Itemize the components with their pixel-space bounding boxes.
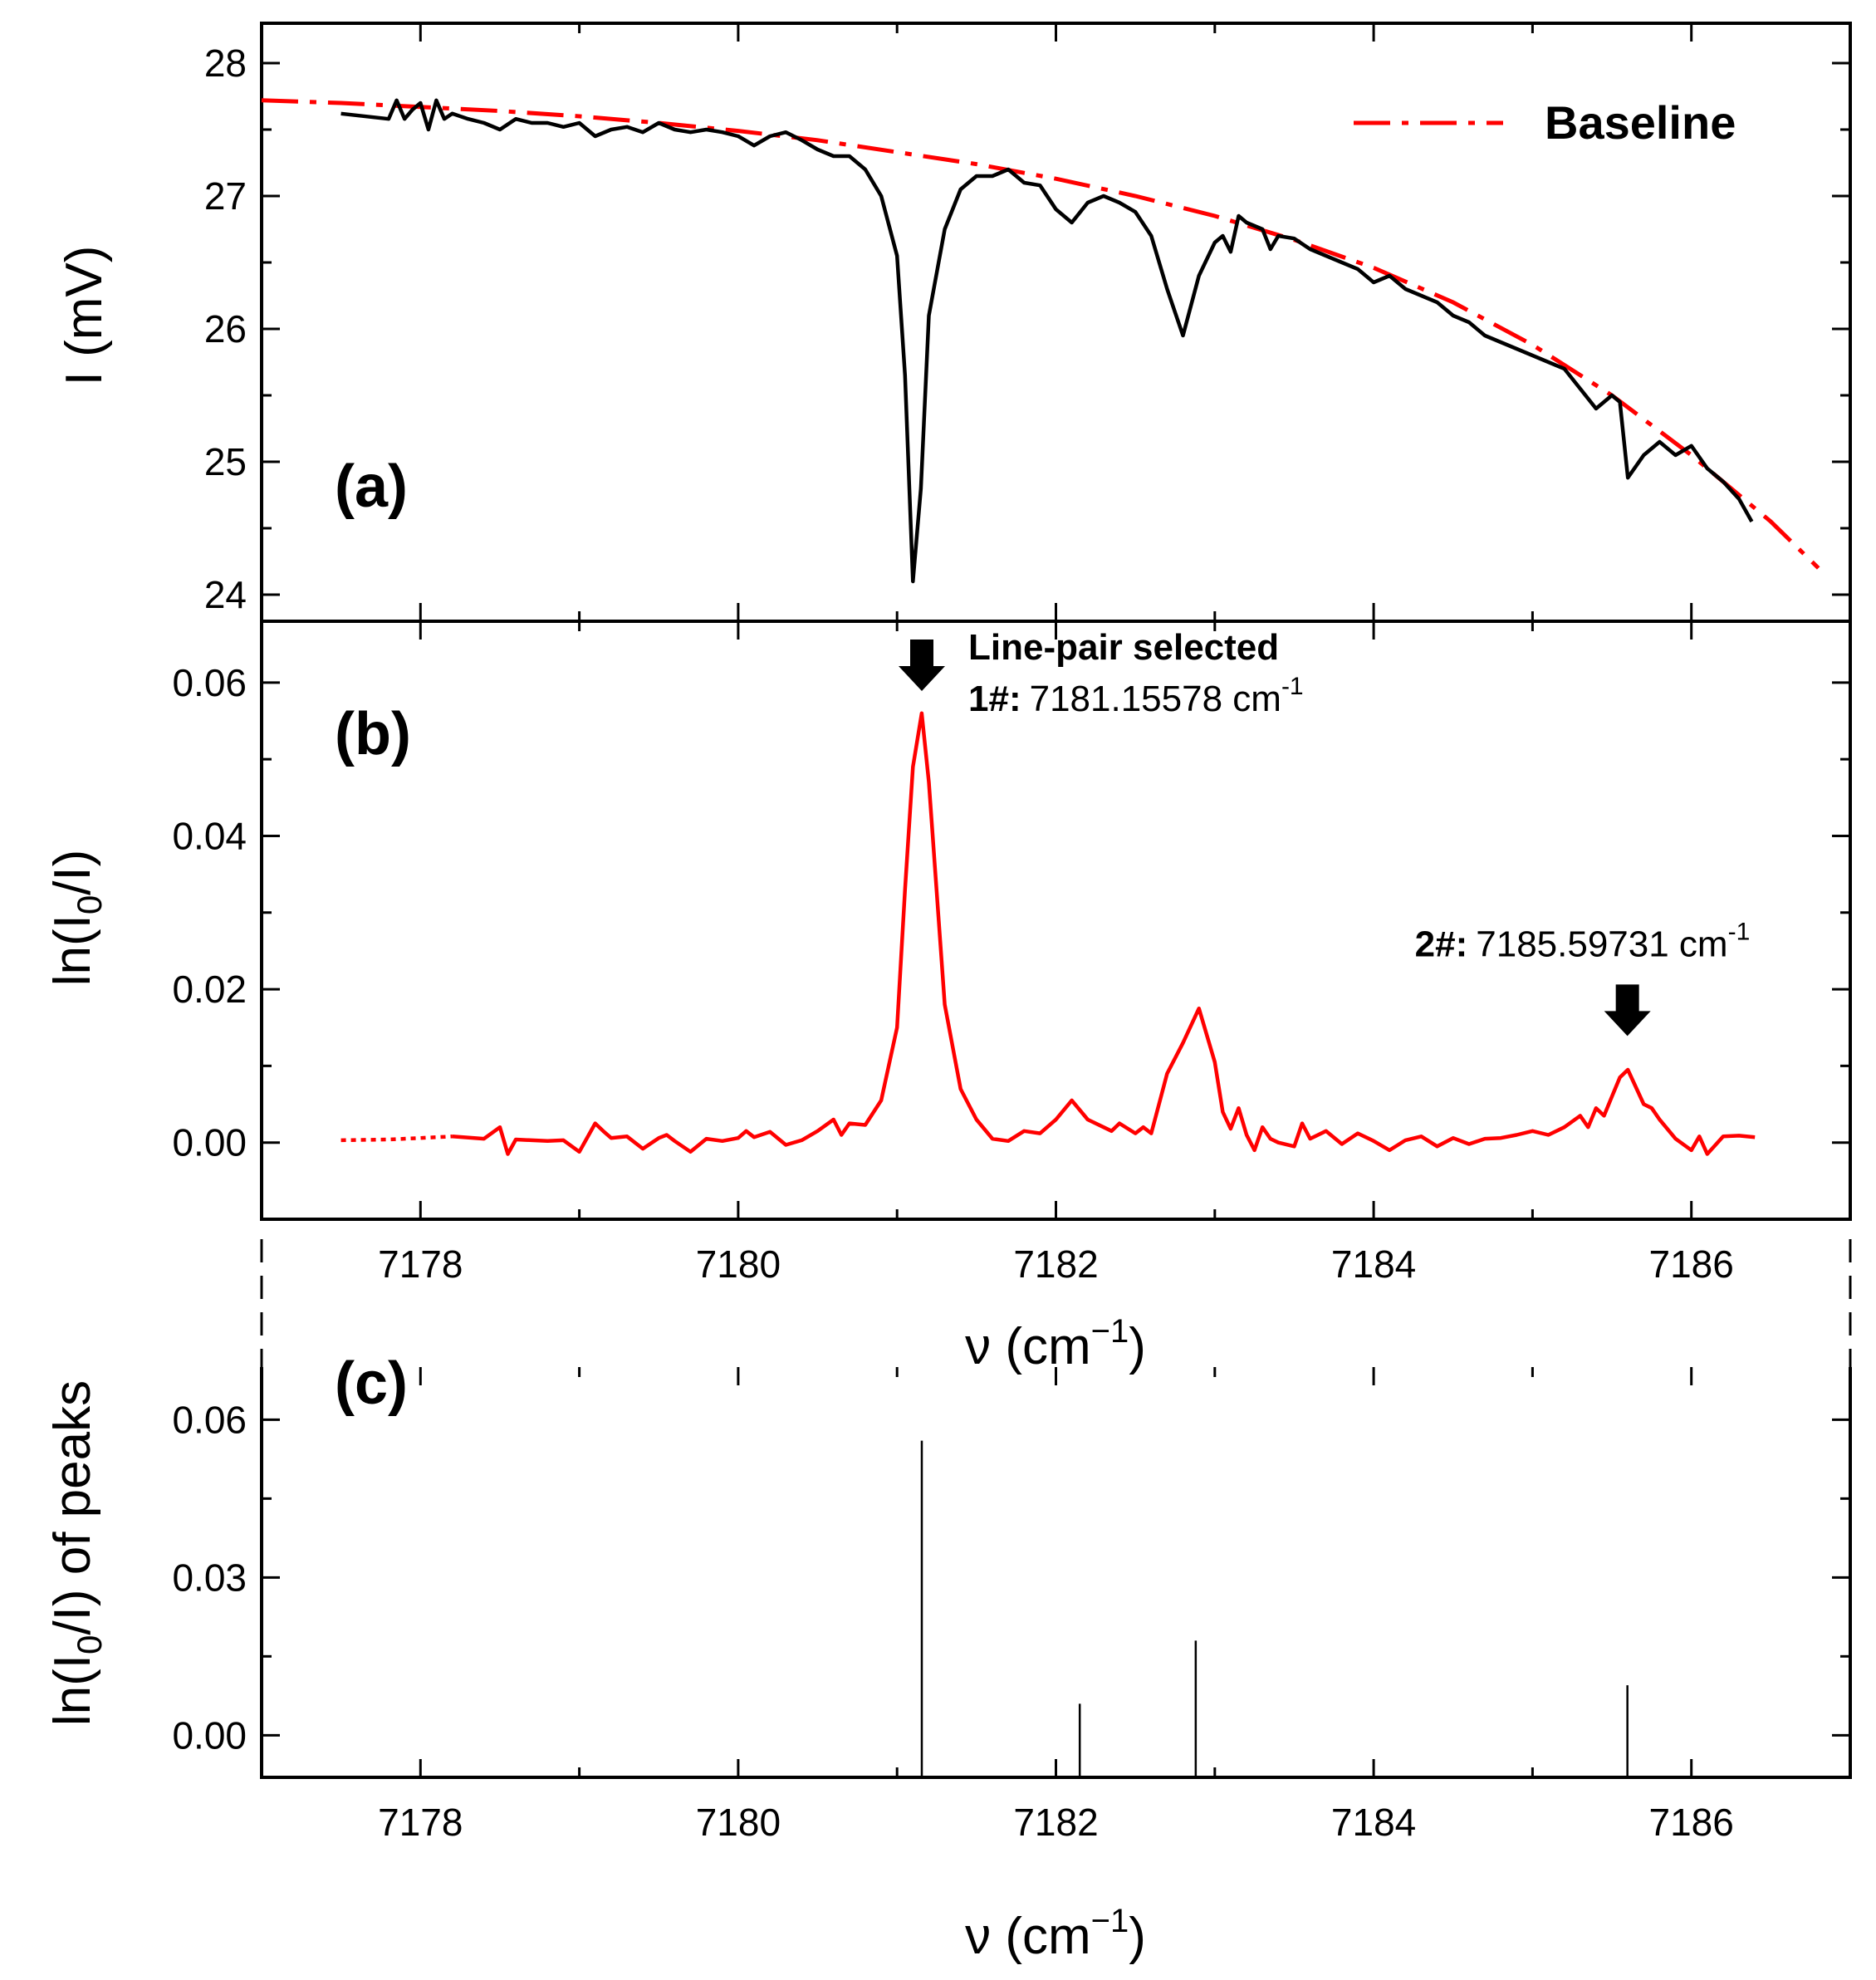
panel-b-xlabel-close: ) — [1129, 1318, 1146, 1375]
panel-c-ylabel-post: /I) of peaks — [44, 1380, 101, 1635]
panel-c-xticks: 7178 7180 7182 7184 7186 — [260, 1367, 1852, 1844]
ytick-label: 0.06 — [172, 661, 247, 704]
panel-a: 24 25 26 27 28 (a) I (mV) Baseline — [56, 22, 1852, 623]
panel-a-yticks: 24 25 26 27 28 — [204, 42, 1850, 616]
annotation-1-value: 7181.15578 cm — [1030, 679, 1281, 719]
panel-b-yticks: 0.00 0.02 0.04 0.06 — [172, 661, 1850, 1164]
panel-c-ylabel-pre: ln(I — [44, 1654, 101, 1726]
ytick-label: 0.00 — [172, 1121, 247, 1164]
panel-b-ylabel-pre: ln(I — [44, 914, 101, 986]
panel-c-xlabel: ν (cm−1) — [965, 1903, 1146, 1965]
baseline-curve — [261, 98, 1820, 570]
panel-c-ylabel-sub: 0 — [70, 1635, 109, 1654]
panel-b-xticks: 7178 7180 7182 7184 7186 — [260, 621, 1852, 1286]
panel-c-frame — [260, 1367, 1852, 1779]
ytick-label: 0.02 — [172, 968, 247, 1011]
xtick-label: 7178 — [378, 1801, 463, 1844]
panel-c-label: (c) — [335, 1350, 408, 1417]
annotation-2-sup: -1 — [1728, 918, 1751, 945]
panel-c: 0.00 0.03 0.06 7178 7180 7182 7184 7186 (c) ln… — [44, 1350, 1852, 1965]
panel-b-xlabel-main: ν (cm — [965, 1318, 1091, 1375]
extrapolated-curve — [340, 1135, 453, 1143]
arrow-down-icon — [1604, 984, 1651, 1037]
panel-b-ylabel-sub: 0 — [70, 895, 109, 914]
panel-b-ylabel: ln(I0/I) — [44, 850, 109, 987]
panel-b-label: (b) — [335, 701, 411, 767]
panel-c-bars — [920, 1440, 1629, 1777]
panel-b-ylabel-post: /I) — [44, 850, 101, 895]
xtick-label: 7180 — [696, 1801, 781, 1844]
absorbance-curve — [452, 711, 1756, 1156]
ytick-label: 27 — [204, 174, 247, 218]
xtick-label: 7184 — [1331, 1801, 1416, 1844]
panel-c-xlabel-main: ν (cm — [965, 1908, 1091, 1965]
xtick-label: 7182 — [1013, 1242, 1098, 1286]
panel-c-ylabel: ln(I0/I) of peaks — [44, 1380, 109, 1726]
panel-b: 0.00 0.02 0.04 0.06 7178 7180 7182 7184 7186 (b… — [44, 620, 1852, 1375]
legend-baseline-label: Baseline — [1545, 96, 1736, 149]
panel-a-ylabel: I (mV) — [56, 246, 113, 386]
ytick-label: 0.00 — [172, 1713, 247, 1757]
panel-c-xlabel-close: ) — [1129, 1908, 1146, 1965]
panel-b-xlabel-sup: −1 — [1091, 1313, 1129, 1350]
annotation-1-label: 1#: — [968, 679, 1021, 719]
xtick-label: 7180 — [696, 1242, 781, 1286]
panel-b-xlabel: ν (cm−1) — [965, 1313, 1146, 1375]
annotation-1-sup: -1 — [1281, 673, 1304, 700]
ytick-label: 0.03 — [172, 1556, 247, 1599]
xtick-label: 7182 — [1013, 1801, 1098, 1844]
annotation-2-text: 2#: 7185.59731 cm-1 — [1415, 918, 1751, 964]
ytick-label: 28 — [204, 42, 247, 85]
panel-c-xlabel-sup: −1 — [1091, 1903, 1129, 1939]
annotation-line-2: 2#: 7185.59731 cm-1 — [1415, 918, 1751, 1037]
xtick-label: 7186 — [1649, 1801, 1734, 1844]
arrow-down-icon — [899, 640, 946, 691]
xtick-label: 7186 — [1649, 1242, 1734, 1286]
panel-a-label: (a) — [335, 453, 408, 520]
signal-curve — [340, 98, 1754, 584]
annotation-line-1: Line-pair selected 1#: 7181.15578 cm-1 — [899, 627, 1304, 719]
ytick-label: 26 — [204, 307, 247, 350]
ytick-label: 24 — [204, 573, 247, 616]
ytick-label: 25 — [204, 440, 247, 483]
xtick-label: 7178 — [378, 1242, 463, 1286]
ytick-label: 0.06 — [172, 1398, 247, 1441]
panel-c-yticks: 0.00 0.03 0.06 — [172, 1398, 1850, 1757]
annotation-1-title: Line-pair selected — [968, 627, 1279, 668]
ytick-label: 0.04 — [172, 814, 247, 857]
xtick-label: 7184 — [1331, 1242, 1416, 1286]
annotation-2-value: 7185.59731 cm — [1476, 924, 1727, 964]
annotation-2-label: 2#: — [1415, 924, 1468, 964]
annotation-1-text: 1#: 7181.15578 cm-1 — [968, 673, 1304, 719]
legend: Baseline — [1354, 96, 1736, 149]
